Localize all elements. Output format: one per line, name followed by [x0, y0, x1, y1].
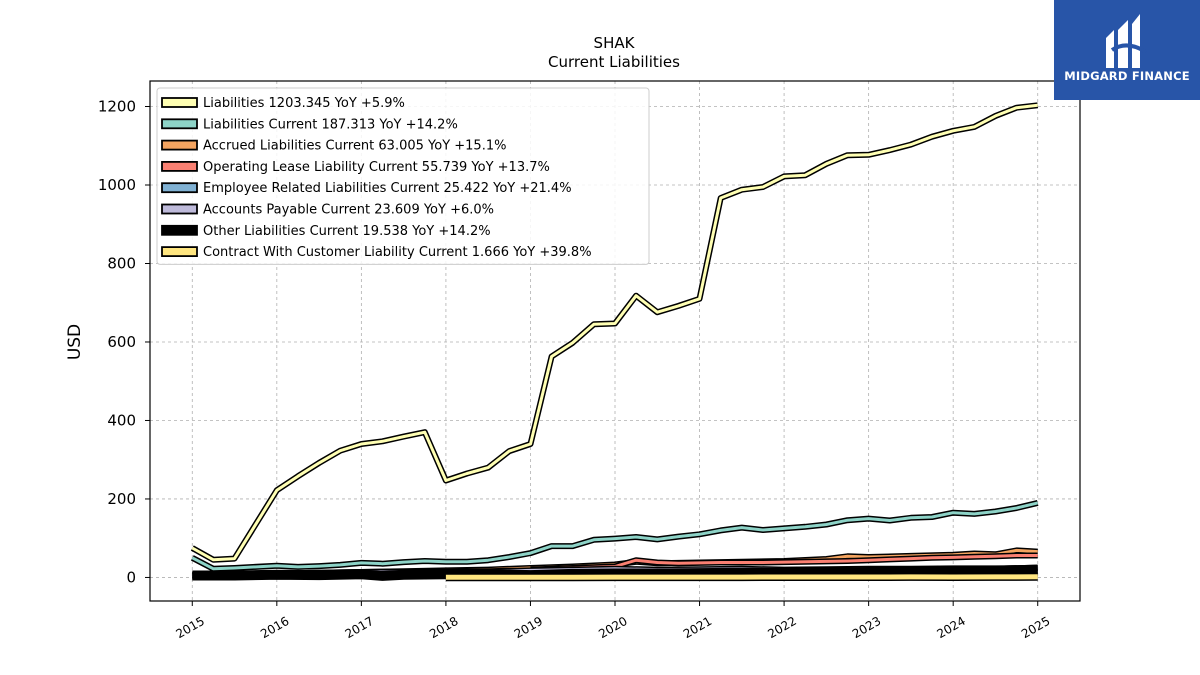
x-tick-label: 2016: [258, 614, 291, 641]
y-axis-label: USD: [65, 324, 85, 360]
midgard-finance-logo: MIDGARD FINANCE: [1054, 0, 1200, 100]
legend-label: Other Liabilities Current 19.538 YoY +14…: [203, 224, 491, 239]
x-tick-label: 2023: [850, 614, 883, 641]
legend-box: [156, 87, 650, 265]
x-tick-label: 2019: [512, 614, 545, 641]
logo-text: MIDGARD FINANCE: [1064, 69, 1190, 83]
legend-swatch: [161, 118, 198, 130]
y-tick-label: 400: [107, 411, 136, 429]
legend-label: Accounts Payable Current 23.609 YoY +6.0…: [203, 203, 494, 218]
x-tick-label: 2015: [174, 614, 207, 641]
legend-label: Liabilities 1203.345 YoY +5.9%: [203, 96, 405, 111]
chart-subtitle: Current Liabilities: [548, 53, 680, 71]
legend-swatch: [161, 139, 198, 151]
legend-swatch: [161, 97, 198, 108]
legend: Liabilities 1203.345 YoY +5.9% Liabilitie…: [156, 87, 650, 265]
y-tick-label: 1000: [98, 176, 136, 194]
midgard-logo-icon: [1106, 14, 1148, 68]
legend-swatch: [161, 224, 198, 236]
y-tick-label: 800: [107, 254, 136, 272]
y-tick-label: 200: [107, 490, 136, 508]
x-tick-label: 2018: [427, 614, 460, 641]
x-tick-label: 2021: [681, 614, 714, 641]
series-layer: [190, 102, 1039, 582]
series-line: [191, 103, 1038, 562]
legend-label: Liabilities Current 187.313 YoY +14.2%: [203, 117, 458, 132]
legend-label: Operating Lease Liability Current 55.739…: [203, 160, 550, 175]
legend-label: Contract With Customer Liability Current…: [203, 245, 592, 260]
x-tick-label: 2024: [934, 614, 967, 641]
legend-label: Employee Related Liabilities Current 25.…: [203, 181, 572, 196]
x-tick-label: 2020: [596, 614, 629, 641]
legend-swatch: [161, 246, 198, 258]
x-tick-label: 2025: [1019, 614, 1052, 641]
legend-label: Accrued Liabilities Current 63.005 YoY +…: [203, 139, 506, 154]
series-line: [445, 574, 1038, 580]
chart-title: SHAK: [594, 34, 636, 52]
x-tick-label: 2017: [343, 614, 376, 641]
legend-swatch: [161, 203, 198, 215]
y-tick-label: 0: [126, 568, 136, 586]
y-tick-label: 600: [107, 333, 136, 351]
x-tick-label: 2022: [765, 614, 798, 641]
legend-swatch: [161, 160, 198, 172]
legend-swatch: [161, 182, 198, 194]
series-line: [191, 501, 1039, 571]
y-tick-label: 1200: [98, 98, 136, 116]
